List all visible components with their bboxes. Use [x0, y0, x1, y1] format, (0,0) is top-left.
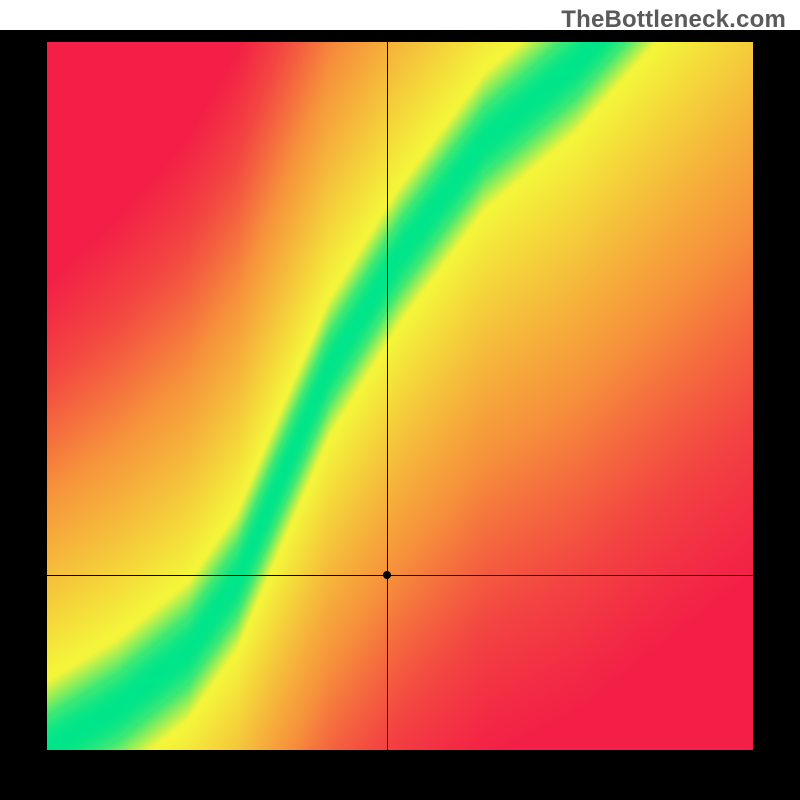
chart-frame: TheBottleneck.com	[0, 0, 800, 800]
marker-dot	[383, 571, 391, 579]
crosshair-horizontal	[47, 575, 753, 576]
heatmap-canvas	[47, 42, 753, 750]
watermark-text: TheBottleneck.com	[561, 6, 786, 34]
crosshair-vertical	[387, 42, 388, 750]
plot-area	[47, 42, 753, 750]
